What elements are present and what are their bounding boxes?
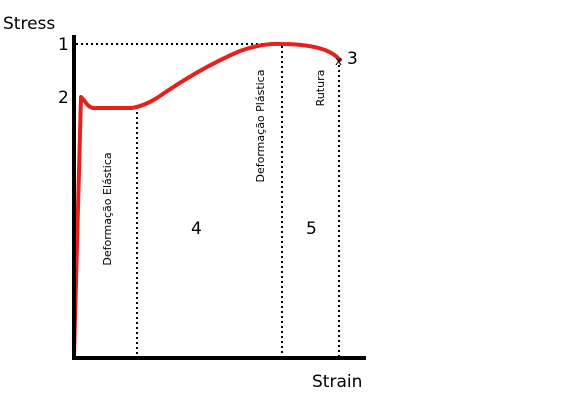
stress-strain-curve (72, 41, 342, 358)
y-axis-title: Stress (3, 14, 55, 34)
x-axis-title: Strain (312, 372, 362, 392)
point-3-label: 3 (347, 49, 358, 69)
guide-lines (76, 43, 340, 357)
region-4-label: 4 (191, 219, 202, 239)
axes (72, 35, 366, 360)
point-2-label: 2 (58, 88, 69, 108)
plastic-zone-label: Deformação Plástica (254, 70, 267, 183)
region-5-label: 5 (306, 219, 317, 239)
point-1-label: 1 (58, 35, 69, 55)
rupture-x-marker: x (335, 54, 342, 68)
rupture-zone-label: Rutura (314, 70, 327, 107)
elastic-zone-label: Deformação Elástica (101, 152, 114, 265)
